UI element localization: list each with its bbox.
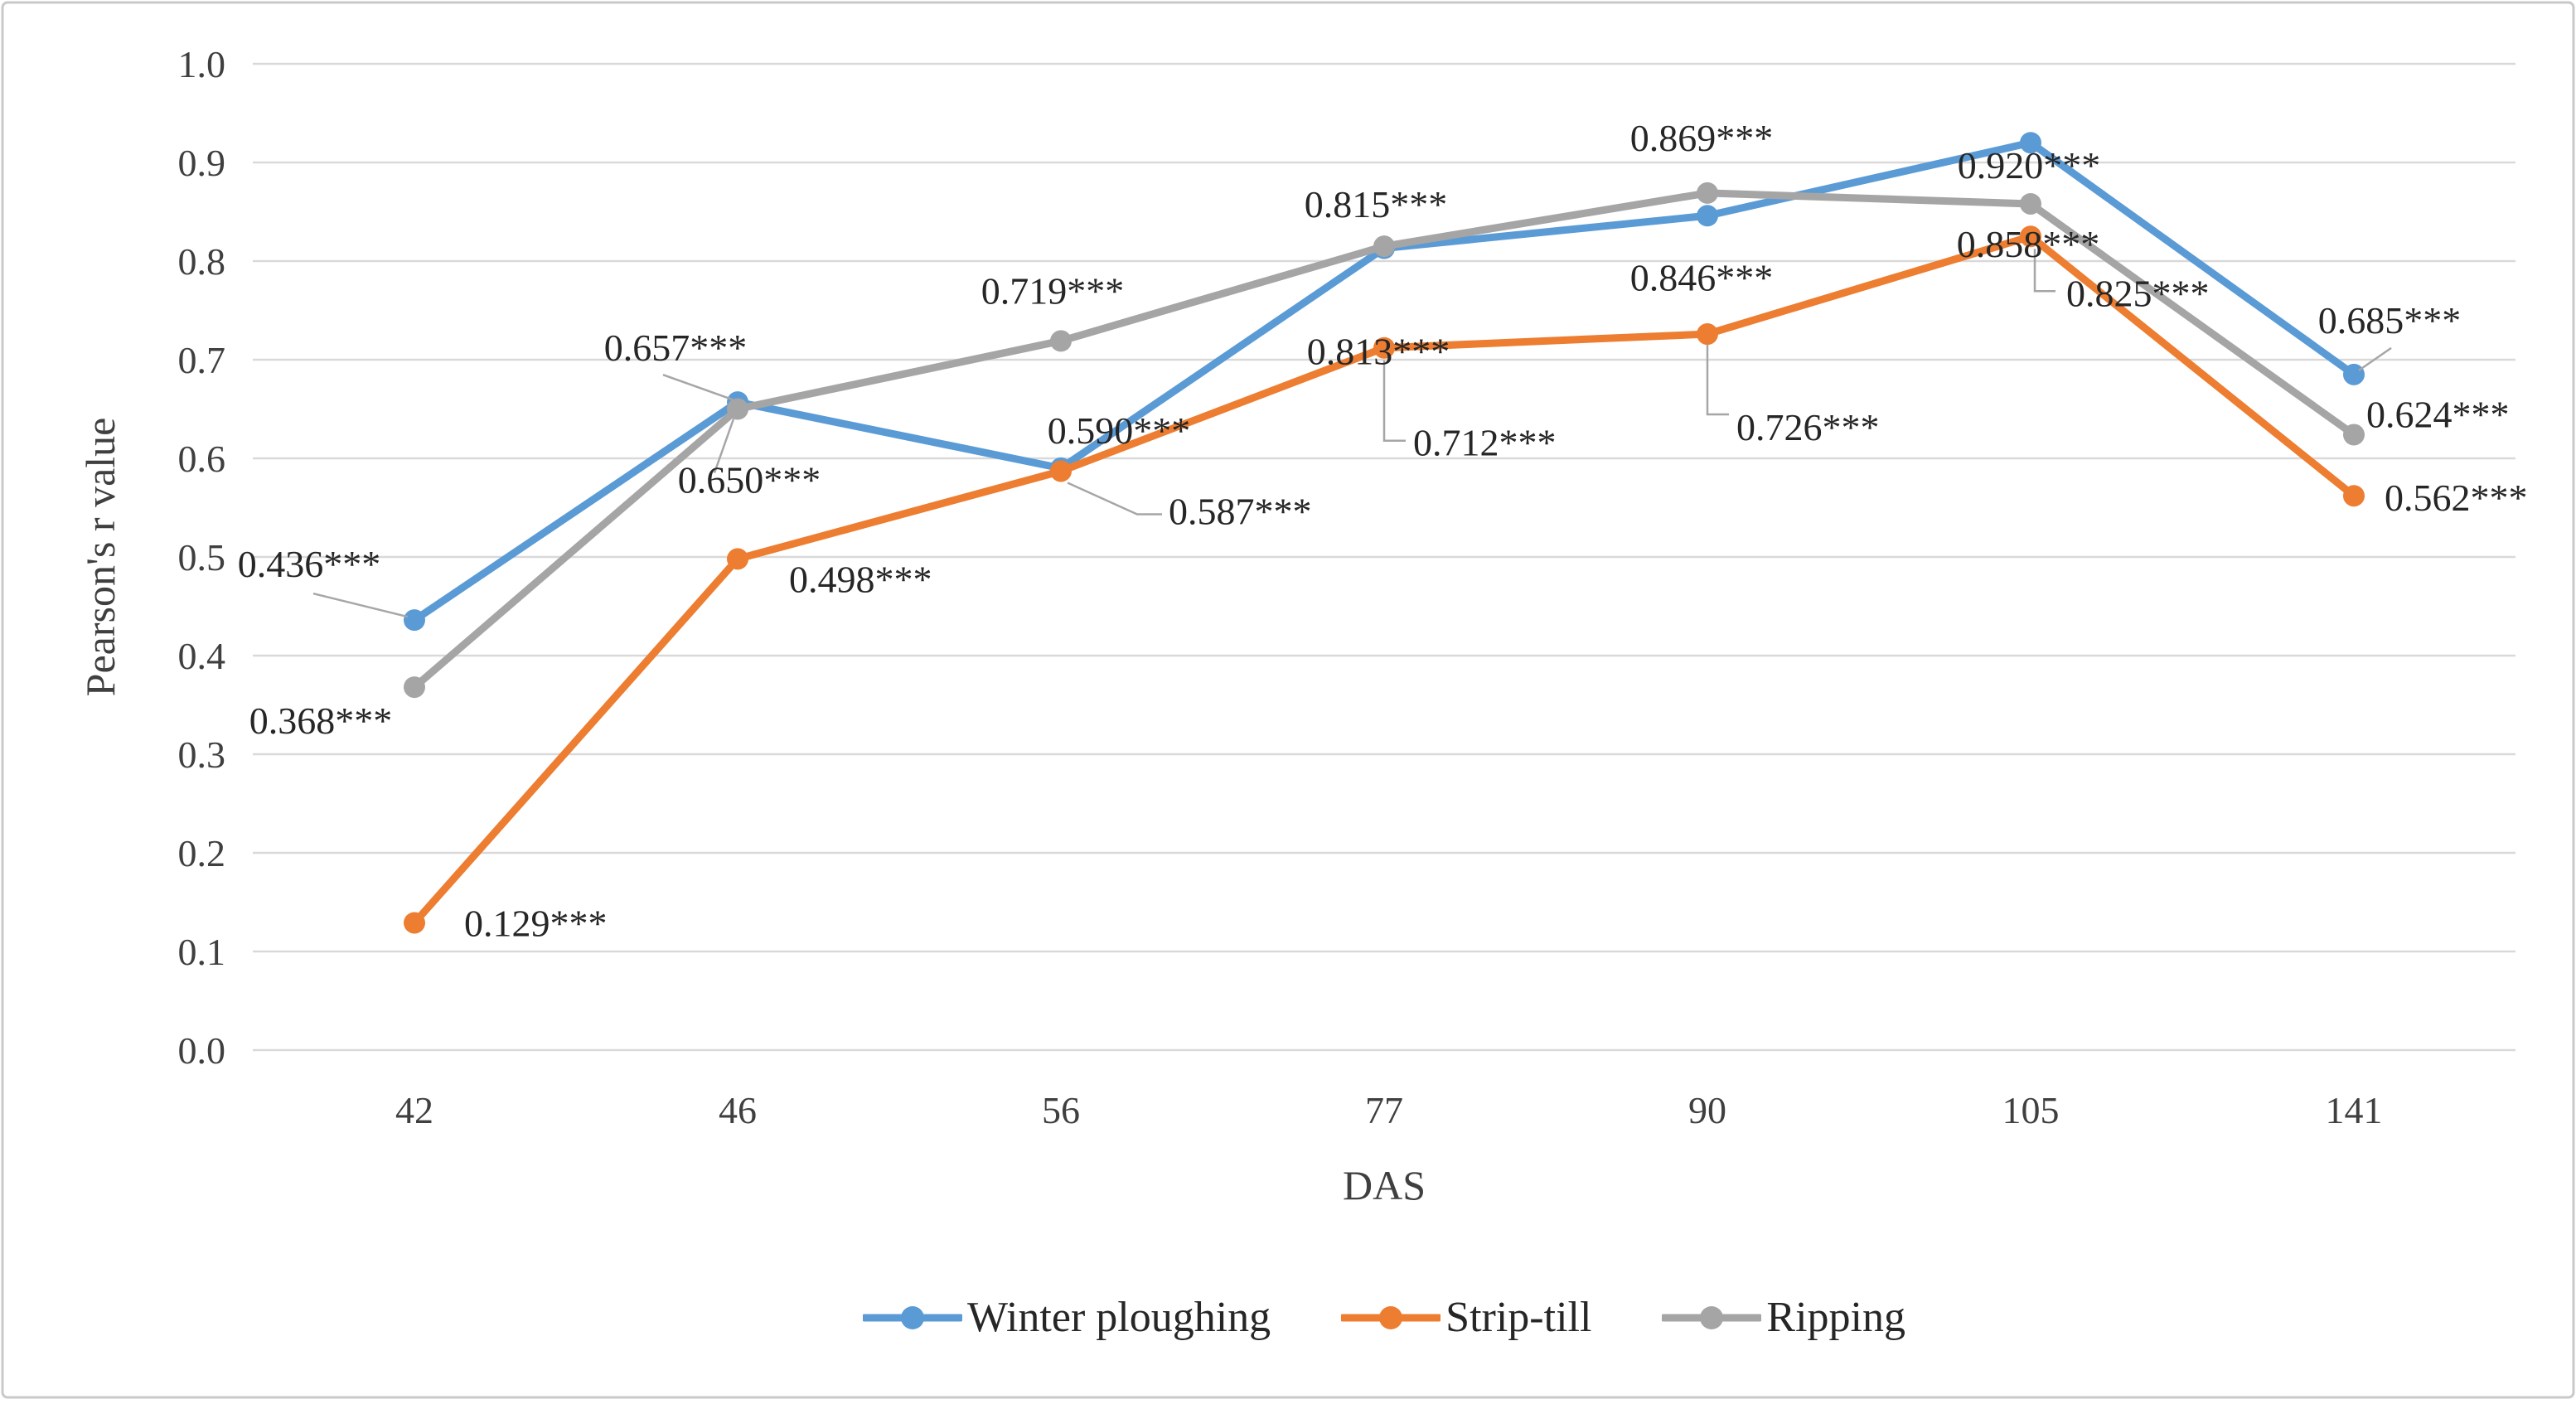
data-point-label-ripping: 0.719*** — [981, 269, 1125, 312]
y-tick-label: 0.5 — [178, 536, 226, 579]
legend: Winter ploughing Strip-till Ripping — [253, 1281, 2515, 1355]
x-tick-label: 90 — [1688, 1089, 1726, 1131]
data-point-marker-strip-till — [1373, 336, 1395, 359]
data-point-marker-winter-ploughing — [2020, 132, 2041, 154]
x-tick-label: 105 — [2002, 1089, 2060, 1131]
data-point-marker-strip-till — [404, 912, 425, 934]
data-point-marker-strip-till — [1050, 460, 1072, 482]
data-point-label-winter-ploughing: 0.685*** — [2318, 299, 2462, 341]
legend-item-label: Ripping — [1766, 1294, 1905, 1341]
label-leader-line — [1706, 345, 1729, 416]
legend-item-winter-ploughing: Winter ploughing — [862, 1294, 1271, 1341]
y-tick-label: 0.9 — [178, 142, 226, 184]
y-tick-label: 0.1 — [178, 931, 226, 973]
x-tick-label: 46 — [719, 1089, 757, 1131]
data-point-labels: 0.436*** 0.657*** 0.590*** 0.813*** 0.846***… — [238, 117, 2528, 945]
data-point-label-winter-ploughing: 0.920*** — [1958, 144, 2101, 186]
y-tick-label: 0.8 — [178, 240, 226, 283]
data-point-label-winter-ploughing: 0.813*** — [1307, 331, 1450, 373]
gridlines — [253, 62, 2515, 1052]
label-leader-line — [1382, 360, 1406, 442]
data-point-marker-winter-ploughing — [1697, 205, 1718, 227]
data-point-label-ripping: 0.650*** — [678, 459, 821, 501]
legend-line-marker-icon — [1341, 1306, 1441, 1329]
y-tick-label: 0.2 — [178, 832, 226, 874]
data-point-marker-ripping — [1373, 235, 1395, 258]
data-point-label-ripping: 0.368*** — [249, 700, 393, 742]
data-point-label-strip-till: 0.825*** — [2066, 272, 2210, 314]
data-point-label-strip-till: 0.498*** — [789, 558, 932, 600]
data-point-marker-ripping — [727, 398, 748, 420]
label-leader-line — [312, 592, 409, 618]
y-tick-label: 0.0 — [178, 1029, 226, 1072]
data-point-marker-strip-till — [727, 548, 748, 570]
data-point-label-winter-ploughing: 0.846*** — [1630, 256, 1774, 298]
data-point-label-strip-till: 0.726*** — [1736, 406, 1880, 448]
series-lines — [404, 132, 2365, 934]
x-tick-label: 42 — [395, 1089, 433, 1131]
data-point-marker-strip-till — [2020, 225, 2041, 248]
legend-line-marker-icon — [1662, 1306, 1762, 1329]
data-point-label-ripping: 0.624*** — [2366, 393, 2510, 435]
data-point-label-winter-ploughing: 0.436*** — [238, 543, 381, 585]
data-point-marker-ripping — [404, 676, 425, 699]
label-leader-line — [713, 419, 735, 473]
data-point-marker-winter-ploughing — [2343, 363, 2365, 385]
y-axis-tick-labels: 0.0 0.1 0.2 0.3 0.4 0.5 0.6 0.7 0.8 0.9 1.0 — [178, 43, 226, 1072]
data-point-label-winter-ploughing: 0.590*** — [1048, 409, 1191, 452]
data-point-marker-ripping — [2020, 192, 2041, 215]
legend-item-ripping: Ripping — [1662, 1296, 1905, 1339]
label-leader-line — [2358, 346, 2392, 371]
x-axis-tick-labels: 42 46 56 77 90 105 141 — [395, 1089, 2383, 1131]
label-leader-lines — [312, 249, 2392, 618]
y-tick-label: 0.7 — [178, 339, 226, 381]
x-tick-label: 77 — [1365, 1089, 1403, 1131]
y-tick-label: 0.3 — [178, 733, 226, 776]
x-tick-label: 141 — [2326, 1089, 2383, 1131]
legend-item-label: Strip-till — [1445, 1294, 1592, 1341]
data-point-marker-strip-till — [2343, 485, 2365, 507]
data-point-label-ripping: 0.869*** — [1630, 117, 1774, 159]
legend-line-marker-icon — [862, 1306, 962, 1329]
data-point-label-winter-ploughing: 0.657*** — [604, 327, 748, 369]
label-leader-line — [1067, 482, 1162, 516]
data-point-marker-strip-till — [1697, 323, 1718, 346]
data-point-label-strip-till: 0.712*** — [1413, 422, 1557, 464]
x-tick-label: 56 — [1042, 1089, 1080, 1131]
y-tick-label: 1.0 — [178, 43, 226, 85]
data-point-marker-ripping — [1697, 182, 1718, 204]
y-axis-title: Pearson's r value — [77, 418, 123, 697]
data-point-marker-ripping — [1050, 330, 1072, 352]
data-point-label-ripping: 0.858*** — [1957, 223, 2100, 265]
label-leader-line — [662, 373, 734, 401]
label-leader-line — [2033, 249, 2055, 293]
y-tick-label: 0.4 — [178, 635, 226, 677]
data-point-label-strip-till: 0.129*** — [464, 902, 608, 944]
data-point-marker-winter-ploughing — [404, 609, 425, 632]
data-point-label-strip-till: 0.562*** — [2385, 477, 2528, 519]
y-tick-label: 0.6 — [178, 438, 226, 480]
legend-item-strip-till: Strip-till — [1341, 1296, 1591, 1339]
x-axis-title: DAS — [1343, 1162, 1426, 1208]
data-point-label-strip-till: 0.587*** — [1169, 490, 1312, 532]
data-point-marker-ripping — [2343, 424, 2365, 446]
data-point-label-ripping: 0.815*** — [1305, 183, 1448, 225]
legend-item-label: Winter ploughing — [966, 1294, 1271, 1341]
